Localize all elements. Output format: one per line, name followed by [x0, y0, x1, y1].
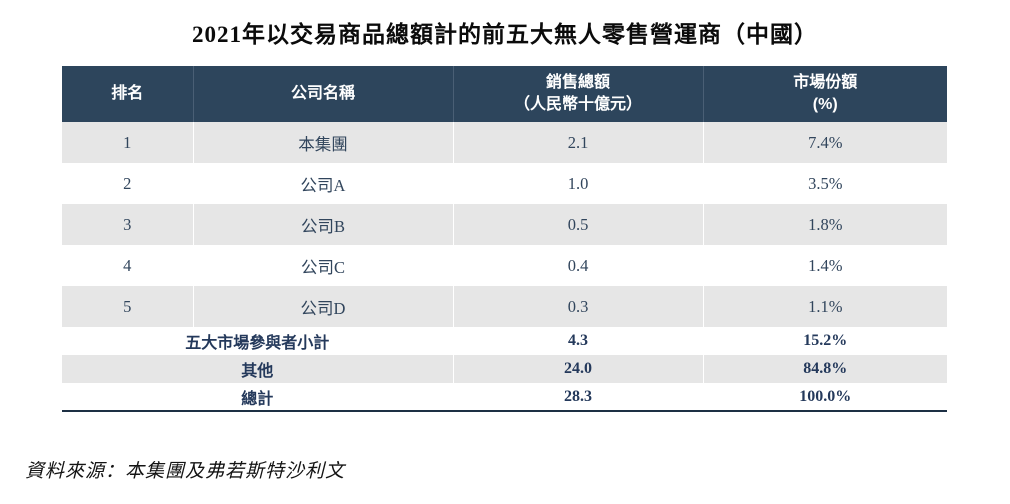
cell-sales: 0.5: [453, 204, 704, 245]
cell-sales: 2.1: [453, 122, 704, 163]
table-row: 2 公司A 1.0 3.5%: [62, 163, 947, 204]
cell-share: 1.8%: [808, 214, 843, 234]
others-share: 84.8%: [803, 360, 848, 377]
table-header-row: 排名 公司名稱 銷售總額 （人民幣十億元） 市場份額 (%): [62, 66, 947, 122]
cell-share: 1.4%: [808, 255, 843, 275]
header-rank: 排名: [62, 66, 194, 122]
cell-sales: 0.4: [453, 245, 704, 286]
total-row: 總計 28.3 100.0%: [62, 383, 947, 411]
cell-share: 3.5%: [808, 173, 843, 193]
table-row: 5 公司D 0.3 1.1%: [62, 286, 947, 327]
table-row: 4 公司C 0.4 1.4%: [62, 245, 947, 286]
header-share: 市場份額 (%): [703, 66, 947, 122]
subtotal-row: 五大市場參與者小計 4.3 15.2%: [62, 327, 947, 355]
cell-company: 本集團: [193, 122, 454, 163]
cell-sales: 1.0: [453, 163, 704, 204]
market-share-table: 排名 公司名稱 銷售總額 （人民幣十億元） 市場份額 (%) 1 本集團 2.: [62, 66, 947, 412]
header-sales-label-line2: （人民幣十億元）: [513, 96, 642, 113]
subtotal-sales: 4.3: [453, 327, 704, 355]
others-sales: 24.0: [453, 355, 704, 383]
cell-rank: 2: [62, 163, 194, 204]
table-row: 1 本集團 2.1 7.4%: [62, 122, 947, 163]
header-sales: 銷售總額 （人民幣十億元）: [453, 66, 704, 122]
source-note: 資料來源：本集團及弗若斯特沙利文: [25, 461, 346, 482]
table-row: 3 公司B 0.5 1.8%: [62, 204, 947, 245]
cell-company: 公司D: [193, 286, 454, 327]
header-sales-label-line1: 銷售總額: [545, 74, 610, 92]
total-label: 總計: [62, 383, 454, 411]
header-company-label: 公司名稱: [290, 85, 355, 103]
cell-company: 公司C: [193, 245, 454, 286]
page-title: 2021年以交易商品總額計的前五大無人零售營運商（中國）: [192, 22, 818, 47]
subtotal-share: 15.2%: [803, 332, 848, 349]
cell-rank: 5: [62, 286, 194, 327]
cell-share: 1.1%: [808, 296, 843, 316]
others-label: 其他: [62, 355, 454, 383]
cell-share: 7.4%: [808, 132, 843, 152]
cell-sales: 0.3: [453, 286, 704, 327]
header-share-label-line1: 市場份額: [793, 74, 858, 92]
cell-rank: 3: [62, 204, 194, 245]
page: 2021年以交易商品總額計的前五大無人零售營運商（中國） 排名 公司名稱 銷售總…: [25, 22, 947, 482]
header-company: 公司名稱: [193, 66, 454, 122]
total-sales: 28.3: [453, 383, 704, 411]
total-share: 100.0%: [799, 387, 852, 405]
others-row: 其他 24.0 84.8%: [62, 355, 947, 383]
header-share-label-line2: (%): [812, 96, 838, 113]
header-rank-label: 排名: [111, 85, 144, 103]
cell-company: 公司B: [193, 204, 454, 245]
cell-rank: 1: [62, 122, 194, 163]
cell-rank: 4: [62, 245, 194, 286]
subtotal-label: 五大市場參與者小計: [62, 327, 454, 355]
cell-company: 公司A: [193, 163, 454, 204]
